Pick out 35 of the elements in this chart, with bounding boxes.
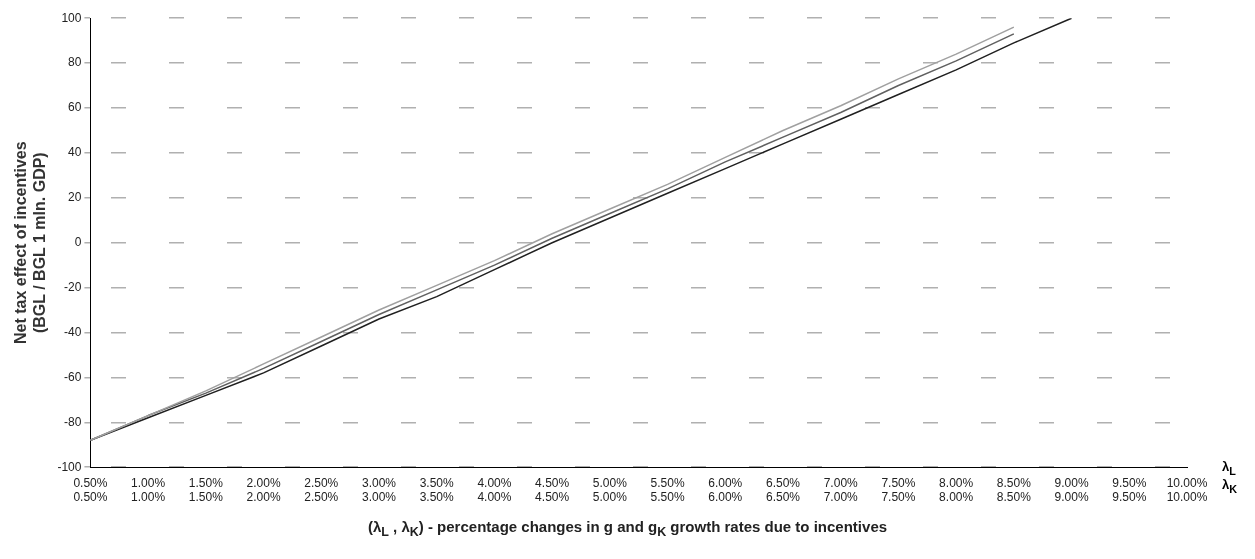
x-tick-label: 6.50% 6.50% bbox=[765, 475, 801, 505]
x-tick-label: 4.50% 4.50% bbox=[535, 475, 570, 505]
x-tick-label: 0.50% 0.50% bbox=[73, 475, 108, 505]
y-tick-label: 20 bbox=[68, 190, 82, 205]
y-tick-label: 80 bbox=[68, 55, 82, 70]
y-tick-label: -100 bbox=[57, 459, 82, 474]
x-tick-label: 2.50% 2.50% bbox=[304, 475, 339, 505]
y-tick-label: 60 bbox=[68, 100, 82, 115]
x-tick-label: 3.50% 3.50% bbox=[419, 475, 455, 505]
x-tick-label: 2.00% 2.00% bbox=[246, 475, 281, 505]
x-axis-title: (λ$_{L}$ , λ$_{K}$) - percentage changes in g and g$_{K}$ growth rates due to incentives bbox=[366, 518, 889, 539]
x-tick-label: 8.50% 8.50% bbox=[996, 475, 1032, 505]
y-tick-label: -80 bbox=[64, 414, 82, 429]
x-tick-label: 6.00% 6.00% bbox=[708, 475, 743, 505]
x-tick-label: 10.00% 10.00% bbox=[1166, 475, 1208, 505]
y-tick-label: -60 bbox=[64, 369, 82, 384]
x-tick-label: 8.00% 8.00% bbox=[939, 475, 974, 505]
y-tick-label: -40 bbox=[64, 324, 82, 339]
x-tick-label: 1.00% 1.00% bbox=[131, 475, 166, 505]
x-tick-label: 1.50% 1.50% bbox=[188, 475, 224, 505]
text: λ$_{K}$ bbox=[1222, 476, 1238, 496]
x-tick-label: 9.00% 9.00% bbox=[1054, 475, 1089, 505]
x-tick-label: 7.50% 7.50% bbox=[881, 475, 916, 505]
y-tick-label: 0 bbox=[74, 235, 82, 250]
y-tick-label: -20 bbox=[64, 279, 82, 294]
x-tick-label: 9.50% 9.50% bbox=[1112, 475, 1147, 505]
text: λ$_{L}$ bbox=[1222, 459, 1237, 478]
x-tick-label: 4.00% 4.00% bbox=[477, 475, 512, 505]
y-tick-label: 40 bbox=[68, 145, 82, 160]
x-tick-label: 5.50% 5.50% bbox=[650, 475, 685, 505]
x-tick-label: 3.00% 3.00% bbox=[361, 475, 397, 505]
x-tick-label: 5.00% 5.00% bbox=[592, 475, 628, 505]
y-axis-title: Net tax effect of incentives (BGL / BGL 1 mln. GDP) bbox=[12, 141, 49, 345]
y-tick-label: 100 bbox=[61, 10, 82, 25]
x-tick-label: 7.00% 7.00% bbox=[823, 475, 859, 505]
